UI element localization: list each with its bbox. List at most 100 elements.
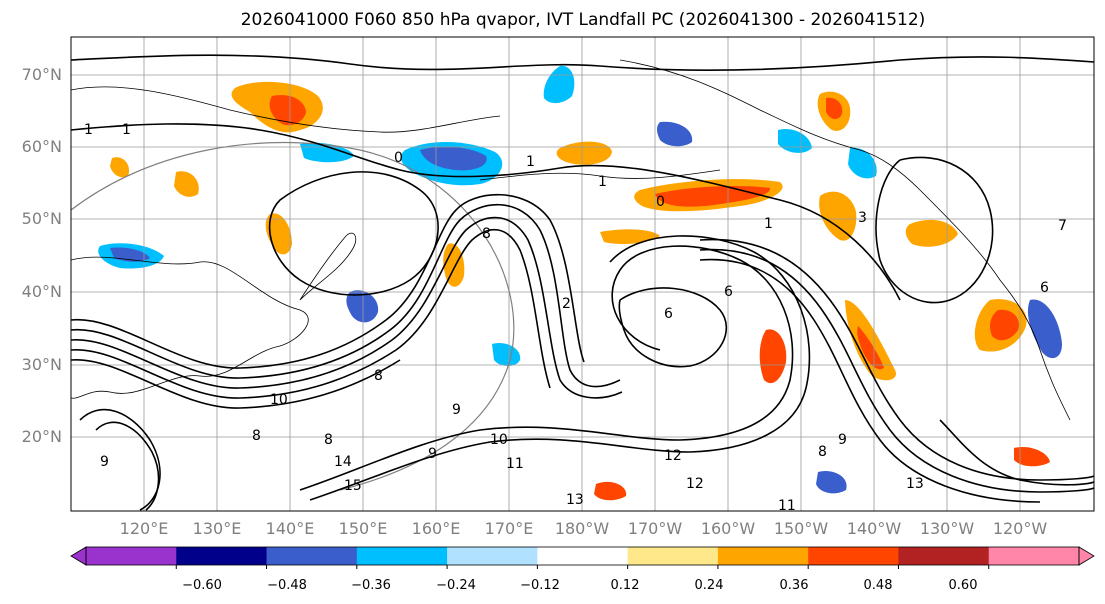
colorbar-tick-label: −0.60 xyxy=(182,578,222,593)
contour-line xyxy=(309,235,811,501)
contour-line xyxy=(71,123,901,301)
coastlines xyxy=(71,59,1071,421)
warm-anomaly xyxy=(594,481,627,501)
contour-line xyxy=(699,258,1041,503)
contour-line xyxy=(71,216,623,399)
lat-label: 60°N xyxy=(22,137,62,156)
contour-label: 1 xyxy=(84,122,93,138)
longitude-labels: 120°E 130°E 140°E 150°E 160°E 170°E 180°… xyxy=(120,519,1048,538)
warm-anomaly-core xyxy=(826,97,843,120)
lon-label: 160°E xyxy=(412,519,461,538)
contour-label: 9 xyxy=(452,402,461,418)
cool-anomaly xyxy=(300,142,354,163)
lon-label: 140°E xyxy=(266,519,315,538)
warm-anomaly xyxy=(174,171,199,197)
contour-label: 1 xyxy=(764,216,773,232)
colorbar-segment xyxy=(356,547,448,565)
colorbar-segment xyxy=(537,547,629,565)
qvapor-shading xyxy=(98,65,1062,501)
colorbar-ticks: −0.60 −0.48 −0.36 −0.24 −0.12 0.12 0.24 … xyxy=(182,578,977,593)
map-background xyxy=(71,37,1094,511)
colorbar-segments xyxy=(70,546,1095,569)
lon-label: 130°E xyxy=(193,519,242,538)
lon-label: 150°E xyxy=(339,519,388,538)
contour-label: 15 xyxy=(344,478,362,494)
contour-label: 9 xyxy=(100,454,109,470)
colorbar-segment xyxy=(266,547,358,565)
colorbar-extend-min xyxy=(70,546,87,566)
lon-label: 170°W xyxy=(628,519,683,538)
coastline-asia xyxy=(71,256,309,399)
warm-anomaly xyxy=(759,329,787,384)
lon-label: 160°W xyxy=(701,519,756,538)
lat-label: 70°N xyxy=(22,65,62,84)
contour-label: 2 xyxy=(562,296,571,312)
cool-anomaly-core xyxy=(657,121,693,147)
contour-line xyxy=(699,248,1094,493)
ivt-contours xyxy=(71,54,1094,511)
colorbar-segment xyxy=(627,547,719,565)
contour-label: 9 xyxy=(838,432,847,448)
contour-label: 9 xyxy=(428,446,437,462)
colorbar-segment xyxy=(717,547,809,565)
lon-label: 140°W xyxy=(847,519,902,538)
lon-label: 120°E xyxy=(120,519,169,538)
cool-anomaly xyxy=(848,147,877,179)
warm-anomaly xyxy=(845,300,896,381)
coastline-na-west xyxy=(919,189,1071,421)
colorbar-tick-label: 0.12 xyxy=(611,578,640,593)
lon-label: 130°W xyxy=(920,519,975,538)
warm-anomaly xyxy=(443,243,465,287)
warm-anomaly xyxy=(110,157,130,178)
contour-line xyxy=(71,228,551,399)
contour-label: 0 xyxy=(656,194,665,210)
colorbar-tick-label: −0.48 xyxy=(267,578,307,593)
colorbar-tick-label: −0.36 xyxy=(351,578,391,593)
cool-anomaly-core xyxy=(420,146,487,171)
cool-anomaly xyxy=(346,290,379,323)
contour-label: 14 xyxy=(334,454,352,470)
colorbar-extend-max xyxy=(1078,546,1095,566)
contour-line xyxy=(875,156,994,304)
map-panel: 1 1 0 1 1 0 1 3 8 2 6 6 8 10 9 8 9 10 11… xyxy=(70,36,1095,514)
warm-anomaly-core xyxy=(269,94,306,126)
contour-label: 8 xyxy=(818,444,827,460)
contour-labels: 1 1 0 1 1 0 1 3 8 2 6 6 8 10 9 8 9 10 11… xyxy=(84,122,1067,514)
warm-anomaly-core xyxy=(655,186,771,207)
colorbar-segment xyxy=(176,547,268,565)
lat-label: 40°N xyxy=(22,282,62,301)
cool-anomaly xyxy=(816,470,847,494)
contour-line xyxy=(71,203,621,388)
warm-anomaly xyxy=(819,191,857,241)
colorbar-tick-label: 0.24 xyxy=(695,578,724,593)
contour-line xyxy=(95,421,160,511)
contour-label: 1 xyxy=(598,174,607,190)
colorbar-frame xyxy=(85,546,1080,566)
coastline-asia-north xyxy=(71,86,501,133)
contour-label: 12 xyxy=(686,476,704,492)
contour-label: 11 xyxy=(506,456,524,472)
colorbar: −0.60 −0.48 −0.36 −0.24 −0.12 0.12 0.24 … xyxy=(70,546,1095,593)
lat-label: 30°N xyxy=(22,355,62,374)
contour-label: 10 xyxy=(270,392,288,408)
coastline-aleutians xyxy=(479,169,721,181)
lat-label: 50°N xyxy=(22,209,62,228)
contour-label: 12 xyxy=(664,448,682,464)
map-title: 2026041000 F060 850 hPa qvapor, IVT Land… xyxy=(241,10,926,30)
colorbar-tick-label: 0.48 xyxy=(864,578,893,593)
warm-anomaly xyxy=(905,219,958,247)
warm-anomaly-core xyxy=(990,309,1019,341)
warm-anomaly xyxy=(1014,446,1050,467)
colorbar-tick-label: −0.24 xyxy=(436,578,476,593)
contour-label: 0 xyxy=(394,150,403,166)
graticule xyxy=(71,37,1094,511)
contour-line xyxy=(71,54,1094,72)
colorbar-segment xyxy=(808,547,899,565)
contour-label: 6 xyxy=(724,284,733,300)
contour-line xyxy=(299,245,794,491)
contour-line xyxy=(79,408,161,511)
contour-line xyxy=(71,193,585,369)
contour-label: 11 xyxy=(778,498,796,514)
cool-anomaly xyxy=(1027,299,1062,359)
